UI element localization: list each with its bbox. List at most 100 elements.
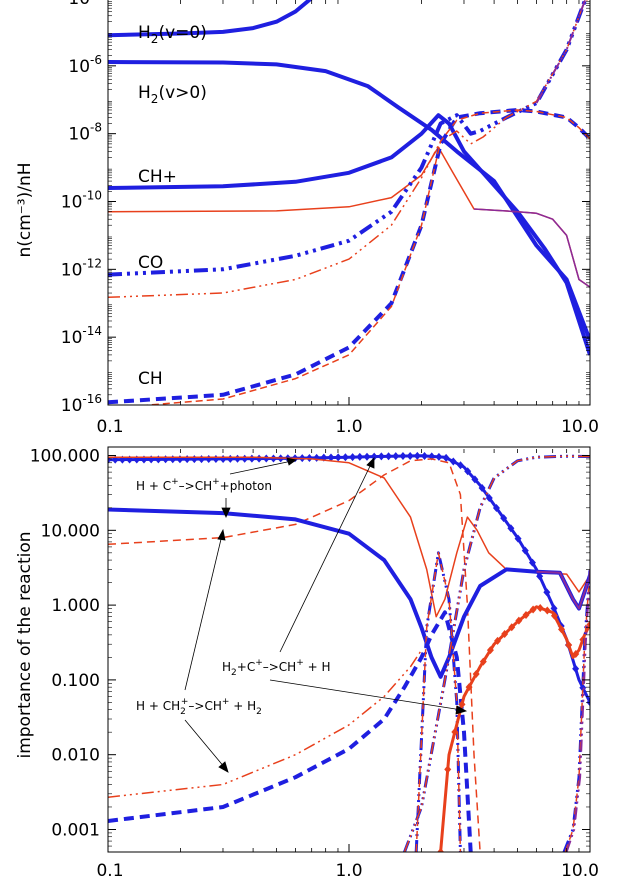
top-y-tick-label: 10-16 xyxy=(61,392,102,416)
label-co: CO xyxy=(138,253,163,273)
marker-photon_blue xyxy=(514,534,522,543)
marker-h2cp_red_markers xyxy=(437,848,445,852)
bottom-y-tick-label: 0.001 xyxy=(51,820,100,840)
series-ch2p_blue_dash xyxy=(108,610,473,852)
marker-photon_blue xyxy=(492,504,500,513)
series-dashdot_red xyxy=(108,649,423,798)
bottom-plot-frame xyxy=(107,446,591,853)
marker-h2cp_red_markers xyxy=(550,611,558,620)
marker-h2cp_red_markers xyxy=(558,625,566,634)
marker-photon_blue xyxy=(255,454,263,463)
top-series-group xyxy=(108,0,590,405)
top-x-tick-labels: 0.1 1.0 10.0 xyxy=(96,0,599,437)
top-y-tick-label: 10-4 xyxy=(68,0,102,9)
marker-h2cp_red_markers xyxy=(479,657,487,666)
marker-photon_blue xyxy=(528,558,536,567)
top-y-tick-label: 10-12 xyxy=(61,256,102,280)
marker-h2cp_red_markers xyxy=(508,623,516,632)
arrow-ch2p-b xyxy=(184,719,226,769)
marker-photon_blue xyxy=(370,452,378,461)
series-co_red xyxy=(108,0,589,299)
marker-h2cp_red_markers xyxy=(565,640,573,649)
top-y-tick-labels: 10-4 10-6 10-8 10-10 10-12 10-14 10-16 xyxy=(61,0,590,416)
annotation-h2cp: H2+C+–>CH+ + H xyxy=(220,654,380,678)
marker-h2cp_red_markers xyxy=(515,616,523,625)
svg-text:H2+C+–>CH+ + H: H2+C+–>CH+ + H xyxy=(222,658,330,678)
marker-photon_blue xyxy=(385,452,393,461)
marker-h2cp_red_markers xyxy=(458,700,466,709)
marker-photon_blue xyxy=(248,454,256,463)
marker-photon_blue xyxy=(449,457,457,466)
marker-photon_blue xyxy=(377,452,385,461)
marker-h2cp_red_markers xyxy=(536,604,544,613)
marker-h2cp_red_markers xyxy=(543,606,551,615)
top-x-tick-label: 0.1 xyxy=(96,417,123,437)
svg-text:H + C+–>CH++photon: H + C+–>CH++photon xyxy=(136,477,272,493)
bottom-y-tick-labels: 100.000 10.000 1.000 0.100 0.010 0.001 xyxy=(30,447,590,853)
top-x-tick-label: 1.0 xyxy=(335,417,362,437)
bottom-panel: 100.000 10.000 1.000 0.100 0.010 0.001 0.1 1.0… xyxy=(15,446,599,881)
series-right_purple xyxy=(565,569,590,852)
arrowhead-h2cp-a xyxy=(366,457,375,469)
arrowhead-photon-a xyxy=(286,457,297,466)
marker-photon_blue xyxy=(356,452,364,461)
marker-photon_blue xyxy=(349,453,357,462)
marker-photon_blue xyxy=(313,453,321,462)
top-x-tick-label: 10.0 xyxy=(561,417,599,437)
arrowhead-photon-b xyxy=(221,507,231,518)
bottom-series-group xyxy=(108,451,590,852)
marker-photon_blue xyxy=(521,546,529,555)
series-peak_red_dash xyxy=(415,552,462,852)
marker-photon_blue xyxy=(457,461,465,470)
arrowhead-h2cp-b xyxy=(455,705,468,715)
marker-photon_blue xyxy=(464,467,472,476)
marker-photon_blue xyxy=(406,451,414,460)
marker-photon_blue xyxy=(543,588,551,597)
marker-photon_blue xyxy=(399,452,407,461)
series-h2v0_blue xyxy=(108,0,313,38)
arrowhead-ch2p-a xyxy=(217,528,226,541)
marker-photon_blue xyxy=(198,455,206,464)
marker-photon_blue xyxy=(550,604,558,613)
top-y-axis-label: n(cm⁻³)/nH xyxy=(15,162,35,257)
marker-h2cp_red_markers xyxy=(572,650,580,659)
series-h2cp_red_markers xyxy=(439,605,590,852)
arrowhead-ch2p-b xyxy=(218,761,229,773)
marker-h2cp_red_markers xyxy=(444,765,452,774)
label-h2-v1: H2(v>0) xyxy=(138,83,207,106)
arrow-h2cp-b xyxy=(269,679,463,711)
label-chp: CH+ xyxy=(138,167,177,187)
marker-photon_blue xyxy=(341,453,349,462)
marker-photon_blue xyxy=(212,454,220,463)
marker-h2cp_red_markers xyxy=(501,630,509,639)
marker-photon_blue xyxy=(327,453,335,462)
marker-photon_blue xyxy=(478,484,486,493)
marker-photon_blue xyxy=(442,453,450,462)
series-right_red_dash xyxy=(564,569,590,852)
marker-photon_blue xyxy=(363,452,371,461)
bottom-x-tick-label: 1.0 xyxy=(335,861,362,881)
marker-photon_blue xyxy=(471,475,479,484)
top-y-tick-label: 10-6 xyxy=(68,53,102,77)
bottom-y-tick-label: 10.000 xyxy=(41,521,100,541)
series-chp_blue xyxy=(108,113,590,356)
series-co_purple xyxy=(535,0,589,104)
marker-photon_blue xyxy=(421,452,429,461)
marker-photon_blue xyxy=(485,494,493,503)
arrow-h2cp-a xyxy=(279,461,373,653)
marker-h2cp_red_markers xyxy=(472,669,480,678)
marker-photon_blue xyxy=(176,455,184,464)
series-ch_blue xyxy=(108,108,590,405)
bottom-y-tick-label: 100.000 xyxy=(30,447,100,467)
marker-photon_blue xyxy=(579,683,587,692)
marker-photon_blue xyxy=(334,453,342,462)
marker-photon_blue xyxy=(205,455,213,464)
marker-photon_blue xyxy=(392,452,400,461)
top-y-tick-label: 10-8 xyxy=(68,121,102,145)
marker-photon_blue xyxy=(226,454,234,463)
marker-photon_blue xyxy=(435,452,443,461)
label-h2-v0: H2(v=0) xyxy=(138,23,207,46)
series-h2cp_blue xyxy=(108,507,590,679)
